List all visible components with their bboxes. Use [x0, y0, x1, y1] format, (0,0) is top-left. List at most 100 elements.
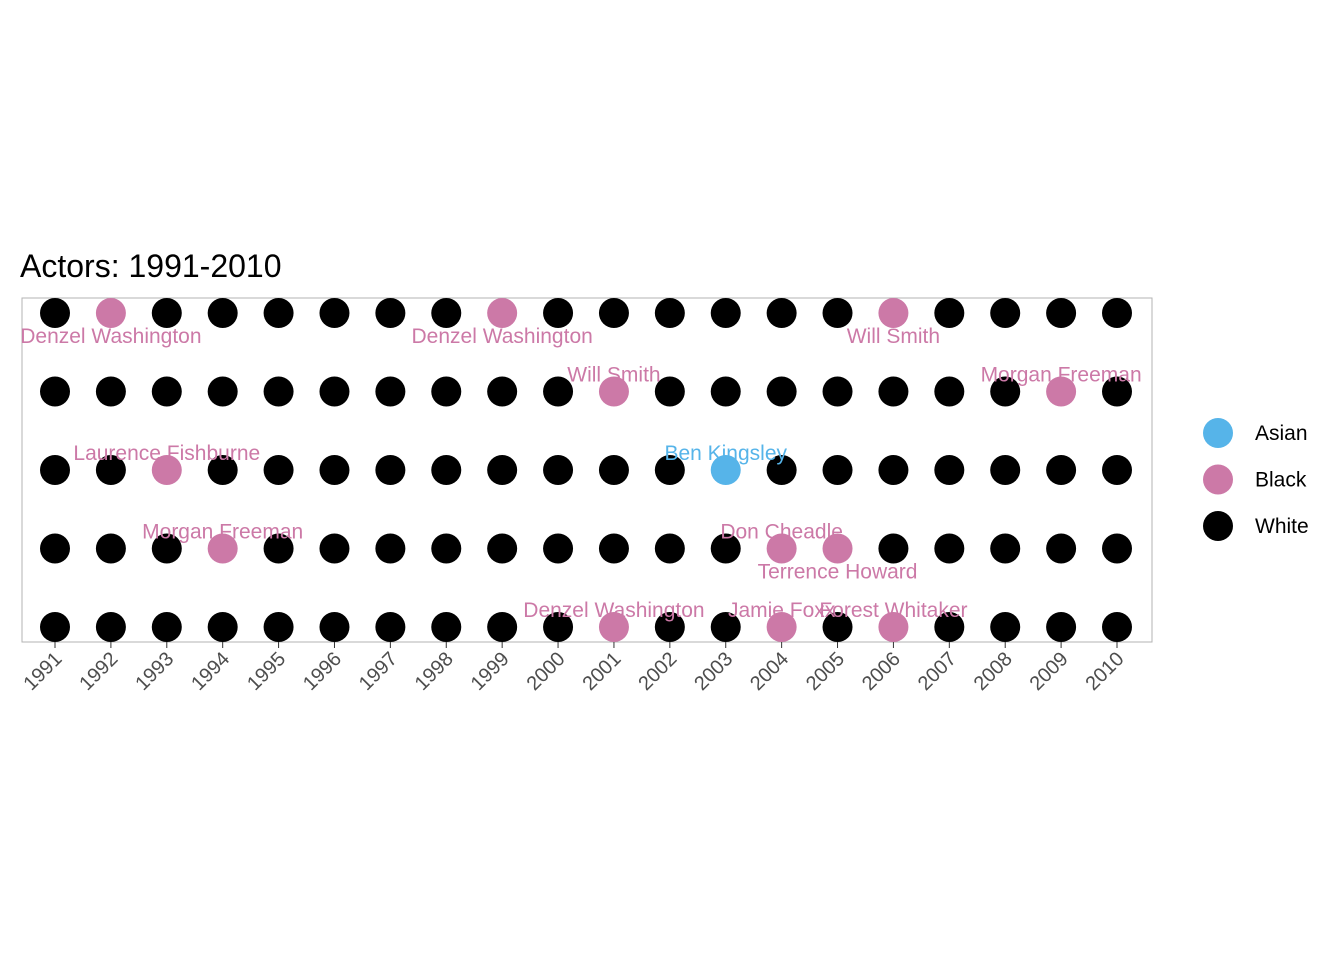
point-1998-row-1: [431, 612, 462, 642]
point-1995-row-4: [263, 376, 294, 407]
point-2006-row-3: [878, 455, 909, 485]
point-label-4: Morgan Freeman: [981, 364, 1142, 387]
x-tick-label-1993: 1993: [131, 648, 178, 695]
x-tick-label-2009: 2009: [1026, 648, 1073, 695]
point-2002-row-2: [654, 533, 685, 564]
x-tick-label-2000: 2000: [523, 648, 570, 695]
point-1994-row-5: [207, 298, 238, 328]
legend-label-asian: Asian: [1255, 422, 1308, 445]
point-1995-row-5: [263, 298, 294, 328]
point-2001-row-2: [598, 533, 629, 564]
point-2005-row-2: [822, 533, 853, 564]
point-label-11: Jamie Foxx: [728, 599, 836, 622]
point-1999-row-1: [487, 612, 518, 642]
point-1997-row-5: [375, 298, 406, 328]
legend-label-white: White: [1255, 515, 1309, 538]
labels-layer: Denzel Washington Denzel Washington Will S…: [20, 325, 1141, 622]
x-tick-label-1997: 1997: [355, 648, 402, 695]
point-1994-row-2: [207, 533, 238, 564]
point-1999-row-4: [487, 376, 518, 407]
point-2006-row-2: [878, 533, 909, 564]
point-1992-row-4: [95, 376, 126, 407]
point-1996-row-3: [319, 455, 350, 485]
point-1992-row-2: [95, 533, 126, 564]
point-1996-row-5: [319, 298, 350, 328]
point-2010-row-5: [1102, 298, 1132, 328]
plot-panel-border: [21, 297, 1153, 643]
point-label-0: Denzel Washington: [20, 325, 201, 348]
point-1997-row-1: [375, 612, 406, 642]
point-2005-row-1: [822, 612, 853, 642]
x-tick-label-2008: 2008: [970, 648, 1017, 695]
points-layer: [40, 298, 1132, 642]
point-1995-row-1: [263, 612, 294, 642]
point-1992-row-5: [95, 298, 126, 328]
legend-key-black: [1203, 464, 1233, 495]
point-1999-row-5: [487, 298, 518, 328]
point-2009-row-3: [1046, 455, 1077, 485]
x-tick-label-1998: 1998: [411, 648, 458, 695]
point-2003-row-1: [710, 612, 741, 642]
x-tick-label-2010: 2010: [1082, 648, 1129, 695]
point-2008-row-2: [990, 533, 1021, 564]
point-2008-row-1: [990, 612, 1021, 642]
point-2000-row-5: [543, 298, 574, 328]
point-2004-row-5: [766, 298, 797, 328]
point-1994-row-4: [207, 376, 238, 407]
point-1991-row-4: [40, 376, 70, 407]
point-2004-row-4: [766, 376, 797, 407]
point-2002-row-1: [654, 612, 685, 642]
x-tick-label-1996: 1996: [299, 648, 346, 695]
point-2002-row-5: [654, 298, 685, 328]
point-2006-row-5: [878, 298, 909, 328]
x-tick-label-2001: 2001: [578, 648, 625, 695]
point-1997-row-2: [375, 533, 406, 564]
point-2001-row-4: [598, 376, 629, 407]
point-1998-row-5: [431, 298, 462, 328]
point-label-12: Forest Whitaker: [819, 599, 967, 622]
point-label-1: Denzel Washington: [411, 325, 592, 348]
point-label-8: Don Cheadle: [720, 521, 843, 544]
point-1994-row-1: [207, 612, 238, 642]
point-label-9: Terrence Howard: [758, 561, 918, 584]
point-label-10: Denzel Washington: [523, 599, 704, 622]
legend: Asian Black White: [1203, 418, 1309, 541]
point-2010-row-1: [1102, 612, 1132, 642]
point-2007-row-4: [934, 376, 965, 407]
x-tick-label-1992: 1992: [75, 648, 122, 695]
point-2009-row-5: [1046, 298, 1077, 328]
point-2000-row-4: [543, 376, 574, 407]
point-1993-row-1: [151, 612, 182, 642]
point-2005-row-4: [822, 376, 853, 407]
x-tick-label-2006: 2006: [858, 648, 905, 695]
point-2010-row-4: [1102, 376, 1132, 407]
point-1998-row-4: [431, 376, 462, 407]
point-1991-row-2: [40, 533, 70, 564]
point-2004-row-1: [766, 612, 797, 642]
x-tick-label-2007: 2007: [914, 648, 961, 695]
point-1995-row-3: [263, 455, 294, 485]
point-2000-row-3: [543, 455, 574, 485]
point-2003-row-3: [710, 455, 741, 485]
point-label-6: Ben Kingsley: [664, 442, 787, 465]
point-2010-row-3: [1102, 455, 1132, 485]
point-2005-row-3: [822, 455, 853, 485]
x-tick-label-1991: 1991: [20, 648, 67, 695]
point-2007-row-1: [934, 612, 965, 642]
x-tick-label-1999: 1999: [467, 648, 514, 695]
point-2001-row-5: [598, 298, 629, 328]
point-1997-row-3: [375, 455, 406, 485]
point-2009-row-2: [1046, 533, 1077, 564]
point-1991-row-1: [40, 612, 70, 642]
point-1993-row-4: [151, 376, 182, 407]
x-tick-label-2002: 2002: [634, 648, 681, 695]
point-2008-row-5: [990, 298, 1021, 328]
point-2002-row-4: [654, 376, 685, 407]
legend-key-asian: [1203, 418, 1233, 448]
point-2009-row-4: [1046, 376, 1077, 407]
x-tick-label-2004: 2004: [746, 648, 793, 695]
point-2007-row-2: [934, 533, 965, 564]
point-label-5: Laurence Fishburne: [73, 442, 260, 465]
